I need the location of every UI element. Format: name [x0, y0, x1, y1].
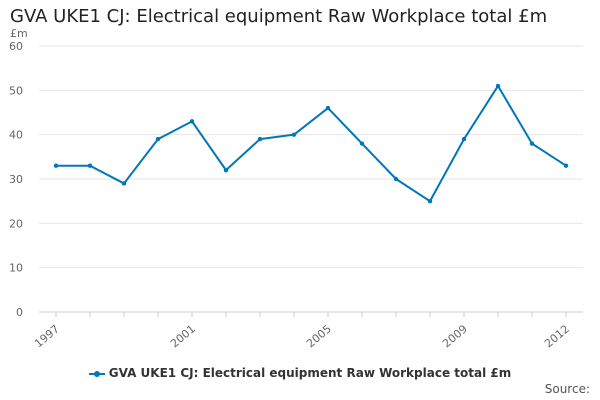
y-tick-label: 50	[9, 84, 23, 97]
x-tick-label: 1997	[32, 322, 62, 350]
data-point	[257, 136, 263, 142]
y-tick-label: 30	[9, 173, 23, 186]
data-point	[393, 176, 399, 182]
data-point	[461, 136, 467, 142]
data-point	[291, 132, 297, 137]
data-point	[427, 198, 433, 204]
y-tick-label: 20	[9, 217, 23, 230]
y-tick-label: 10	[9, 262, 23, 275]
data-point	[359, 141, 365, 146]
x-tick-label: 2009	[440, 322, 470, 350]
y-axis-unit-label: £m	[10, 27, 28, 40]
data-point	[223, 167, 229, 173]
x-tick-label: 2012	[542, 322, 572, 350]
x-tick-label: 2001	[168, 322, 198, 350]
legend-swatch-icon	[88, 369, 105, 379]
data-point	[121, 181, 127, 186]
x-tick-label: 2005	[304, 322, 334, 350]
y-tick-label: 0	[16, 306, 23, 319]
series-group	[53, 83, 569, 204]
chart-title: GVA UKE1 CJ: Electrical equipment Raw Wo…	[10, 6, 548, 27]
y-axis: 0 10 20 30 40 50 60	[9, 40, 23, 319]
legend: GVA UKE1 CJ: Electrical equipment Raw Wo…	[0, 366, 600, 380]
legend-label: GVA UKE1 CJ: Electrical equipment Raw Wo…	[108, 366, 512, 380]
data-point	[325, 105, 331, 111]
data-point	[155, 136, 161, 142]
y-tick-label: 60	[9, 40, 23, 53]
grid-lines	[39, 45, 583, 313]
data-point	[495, 83, 501, 89]
x-axis: 1997 2001 2005 2009 2012	[32, 312, 572, 350]
data-point	[87, 163, 93, 168]
data-point	[529, 141, 535, 146]
y-tick-label: 40	[9, 129, 23, 142]
series-line	[56, 84, 567, 203]
data-point	[53, 163, 59, 168]
source-label: Source:	[544, 382, 590, 396]
data-point	[189, 119, 195, 124]
data-point	[563, 163, 569, 168]
